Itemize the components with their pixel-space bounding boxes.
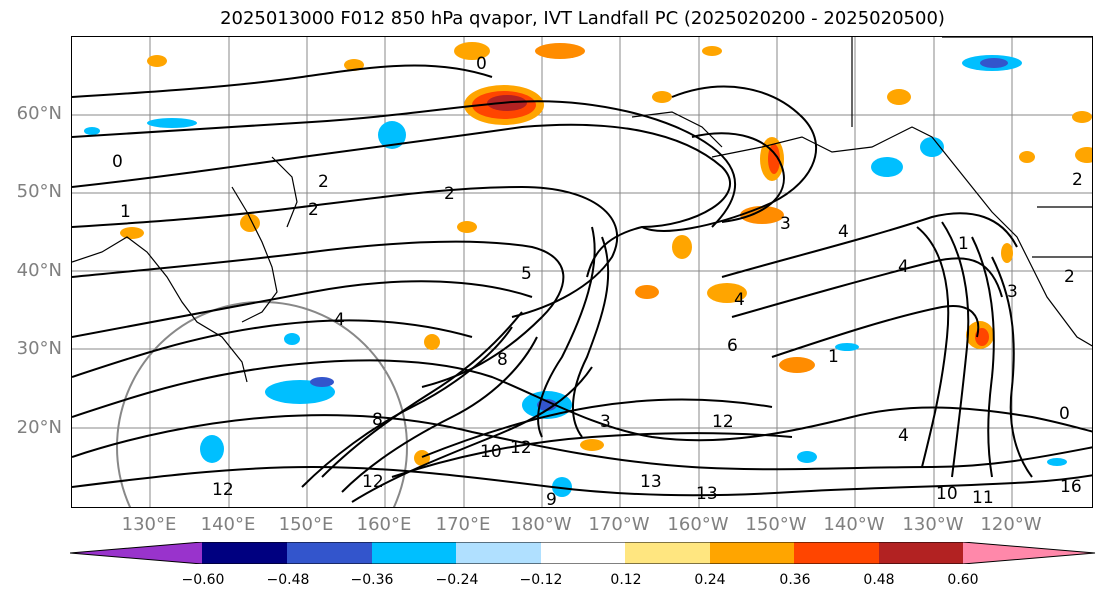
- contour-label: 11: [972, 488, 994, 508]
- contour-label: 3: [780, 214, 791, 234]
- colorbar-extend-right: [963, 542, 1095, 564]
- colorbar-tick-label: −0.60: [181, 572, 225, 588]
- lat-label: 20°N: [16, 417, 62, 438]
- colorbar-bin: [710, 542, 794, 564]
- colorbar-tick-label: −0.24: [435, 572, 479, 588]
- anomaly-patches: [84, 42, 1092, 497]
- contour-label: 9: [546, 490, 557, 508]
- contour-label: 2: [1064, 267, 1075, 287]
- contour-label: 12: [510, 438, 532, 458]
- lon-label: 150°W: [745, 514, 807, 535]
- contour-label: 1: [120, 202, 131, 222]
- colorbar-tick-label: 0.60: [947, 572, 979, 588]
- contour-label: 2: [318, 172, 329, 192]
- lon-label: 170°W: [588, 514, 650, 535]
- lat-label: 50°N: [16, 181, 62, 202]
- contour-label: 8: [497, 350, 508, 370]
- colorbar: [70, 542, 1096, 564]
- lat-label: 60°N: [16, 103, 62, 124]
- colorbar-bin: [287, 542, 372, 564]
- contour-label: 4: [898, 426, 909, 446]
- contour-label: 4: [734, 290, 745, 310]
- contour-label: 3: [600, 412, 611, 432]
- lon-label: 160°W: [667, 514, 729, 535]
- contour-label: 13: [696, 484, 718, 504]
- contour-label: 1: [828, 347, 839, 367]
- contour-label: 12: [212, 480, 234, 500]
- contour-label: 10: [936, 484, 958, 504]
- contour-label: 0: [1059, 404, 1070, 424]
- contour-label: 16: [1060, 477, 1082, 497]
- colorbar-tick-label: 0.36: [779, 572, 811, 588]
- colorbar-bin: [541, 542, 625, 564]
- lat-label: 30°N: [16, 338, 62, 359]
- colorbar-bin: [625, 542, 710, 564]
- contour-label: 1: [958, 234, 969, 254]
- contour-label: 10: [480, 442, 502, 462]
- lon-label: 140°E: [200, 514, 256, 535]
- colorbar-bin: [372, 542, 456, 564]
- colorbar-extend-left: [70, 542, 202, 564]
- map-panel: 0 0 1 2 2 2 4 4 5 6 3 4 8 10 12 13 13 12…: [71, 36, 1093, 508]
- lon-label: 130°E: [121, 514, 177, 535]
- contour-label: 13: [640, 472, 662, 492]
- lon-label: 140°W: [823, 514, 885, 535]
- contour-label: 4: [838, 222, 849, 242]
- contour-label: 6: [727, 336, 738, 356]
- contour-label: 0: [112, 152, 123, 172]
- contour-label: 4: [334, 310, 345, 330]
- colorbar-tick-label: −0.36: [350, 572, 394, 588]
- ivt-contours: [72, 64, 1092, 503]
- colorbar-tick-label: −0.12: [519, 572, 563, 588]
- lat-label: 40°N: [16, 260, 62, 281]
- contour-label: 2: [1072, 170, 1083, 190]
- map-canvas: 0 0 1 2 2 2 4 4 5 6 3 4 8 10 12 13 13 12…: [72, 37, 1092, 508]
- colorbar-bin: [794, 542, 879, 564]
- map-title: 2025013000 F012 850 hPa qvapor, IVT Land…: [220, 8, 945, 29]
- lon-label: 170°E: [435, 514, 491, 535]
- lon-label: 160°E: [356, 514, 412, 535]
- contour-label: 12: [712, 412, 734, 432]
- contour-label: 2: [444, 184, 455, 204]
- lon-label: 180°W: [510, 514, 572, 535]
- colorbar-tick-label: 0.24: [694, 572, 726, 588]
- coastlines: [72, 37, 1092, 383]
- contour-label: 8: [372, 410, 383, 430]
- colorbar-tick-label: 0.12: [610, 572, 642, 588]
- colorbar-tick-label: −0.48: [266, 572, 310, 588]
- colorbar-bin: [456, 542, 541, 564]
- colorbar-tick-label: 0.48: [863, 572, 895, 588]
- colorbar-bin: [202, 542, 287, 564]
- contour-label: 2: [308, 200, 319, 220]
- lon-label: 150°E: [278, 514, 334, 535]
- contour-label: 12: [362, 472, 384, 492]
- graticule: [72, 37, 1092, 507]
- contour-label: 5: [521, 264, 532, 284]
- contour-label: 4: [898, 257, 909, 277]
- lon-label: 120°W: [980, 514, 1042, 535]
- lon-label: 130°W: [902, 514, 964, 535]
- contour-label: 0: [476, 54, 487, 74]
- contour-label: 3: [1007, 282, 1018, 302]
- colorbar-bin: [879, 542, 963, 564]
- contour-labels: 0 0 1 2 2 2 4 4 5 6 3 4 8 10 12 13 13 12…: [112, 54, 1083, 508]
